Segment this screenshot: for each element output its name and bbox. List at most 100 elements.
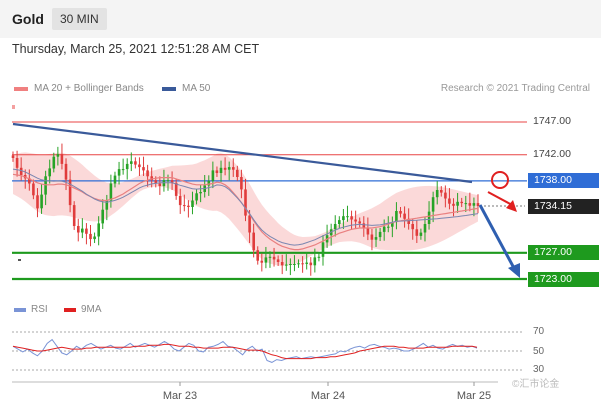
candle-body xyxy=(309,262,313,266)
candle-body xyxy=(64,163,68,180)
candle-body xyxy=(105,200,109,210)
candle-body xyxy=(427,211,431,224)
candle-body xyxy=(333,224,337,230)
candle-body xyxy=(293,264,296,265)
rsi-line xyxy=(12,338,478,363)
candle-body xyxy=(158,183,162,187)
candle-body xyxy=(358,221,361,224)
candle-body xyxy=(407,218,410,224)
candle-body xyxy=(154,180,158,184)
bollinger-label: MA 20 + Bollinger Bands xyxy=(34,83,144,94)
arrowhead-1727 xyxy=(506,200,517,212)
candle-body xyxy=(317,256,321,258)
candle-body xyxy=(260,260,264,263)
ma9-swatch xyxy=(64,307,76,312)
candle-body xyxy=(362,223,366,228)
candle-body xyxy=(305,262,308,264)
candle-body xyxy=(138,164,141,168)
candle-body xyxy=(68,179,72,206)
candle-body xyxy=(338,220,341,224)
candle-body xyxy=(232,167,235,170)
candle-body xyxy=(313,257,317,266)
pivot-circle xyxy=(491,171,509,189)
candle-body xyxy=(187,205,190,207)
candle-body xyxy=(297,263,300,265)
candle-body xyxy=(456,201,459,206)
candle-body xyxy=(195,193,198,201)
candle-body xyxy=(452,203,455,206)
candle-body xyxy=(117,169,121,176)
candle-body xyxy=(146,170,149,177)
price-tag-1738.00: 1738.00 xyxy=(528,173,599,188)
candle-body xyxy=(419,232,423,236)
candle-body xyxy=(183,205,186,207)
candle-body xyxy=(130,161,133,164)
candle-body xyxy=(366,228,370,235)
candle-body xyxy=(403,213,406,219)
candle-body xyxy=(423,224,427,233)
candle-body xyxy=(72,205,76,226)
arrow-to-1723 xyxy=(478,204,517,271)
candle-body xyxy=(264,257,268,263)
candle-body xyxy=(93,236,96,240)
price-tag-1727.00: 1727.00 xyxy=(528,245,599,260)
candle-body xyxy=(464,203,468,205)
candle-body xyxy=(252,232,255,251)
rsi-panel xyxy=(12,331,522,371)
candle-body xyxy=(444,192,447,199)
timestamp: Thursday, March 25, 2021 12:51:28 AM CET xyxy=(12,42,260,56)
copyright: Research © 2021 Trading Central xyxy=(440,83,590,94)
candle-body xyxy=(207,180,211,186)
candle-body xyxy=(440,190,443,193)
candle-body xyxy=(166,180,170,182)
candle-body xyxy=(411,224,414,230)
candle-body xyxy=(109,183,113,201)
rsi-ma9-line xyxy=(12,343,478,360)
ma50-line xyxy=(12,168,479,246)
candle-body xyxy=(81,228,84,233)
candle-body xyxy=(448,198,451,204)
candle-body xyxy=(374,237,378,240)
rsi-tick-70: 70 xyxy=(533,326,545,337)
price-tag-1734.15: 1734.15 xyxy=(528,199,599,214)
candle-body xyxy=(150,176,153,181)
candle-body xyxy=(435,190,439,198)
rsi-tick-30: 30 xyxy=(533,364,545,375)
candle-body xyxy=(244,189,247,216)
candle-body xyxy=(85,228,88,234)
candle-body xyxy=(97,223,100,237)
x-tick-label-2: Mar 25 xyxy=(456,390,492,402)
price-tag-1742.00: 1742.00 xyxy=(533,148,571,160)
legend-bollinger: MA 20 + Bollinger Bands xyxy=(14,83,144,94)
resistance-trendline xyxy=(12,122,473,184)
candle-body xyxy=(415,229,419,236)
candle-body xyxy=(191,200,194,207)
candle-body xyxy=(101,209,104,224)
candle-body xyxy=(19,167,23,175)
ma50-swatch xyxy=(162,86,176,91)
candle-body xyxy=(350,216,353,220)
candle-body xyxy=(342,216,345,221)
rsi-tick-50: 50 xyxy=(533,346,545,357)
candle-body xyxy=(431,197,435,212)
candle-body xyxy=(134,161,137,165)
candle-body xyxy=(28,178,31,184)
x-tick-label-0: Mar 23 xyxy=(162,390,198,402)
candle-body xyxy=(36,195,39,209)
candle-body xyxy=(460,201,463,204)
rsi-label: RSI xyxy=(31,304,48,315)
candle-body xyxy=(370,234,374,240)
candle-body xyxy=(240,177,243,190)
candle-body xyxy=(60,154,64,164)
candle-body xyxy=(56,154,60,157)
candle-body xyxy=(354,219,357,222)
candle-body xyxy=(378,231,382,238)
candle-body xyxy=(15,158,19,168)
timeframe-badge[interactable]: 30 MIN xyxy=(52,8,107,30)
ma50-label: MA 50 xyxy=(182,83,211,94)
candle-body xyxy=(223,167,227,170)
forecast-annotations xyxy=(478,171,520,278)
candle-body xyxy=(89,233,92,240)
legend-rsi: RSI xyxy=(14,304,48,315)
